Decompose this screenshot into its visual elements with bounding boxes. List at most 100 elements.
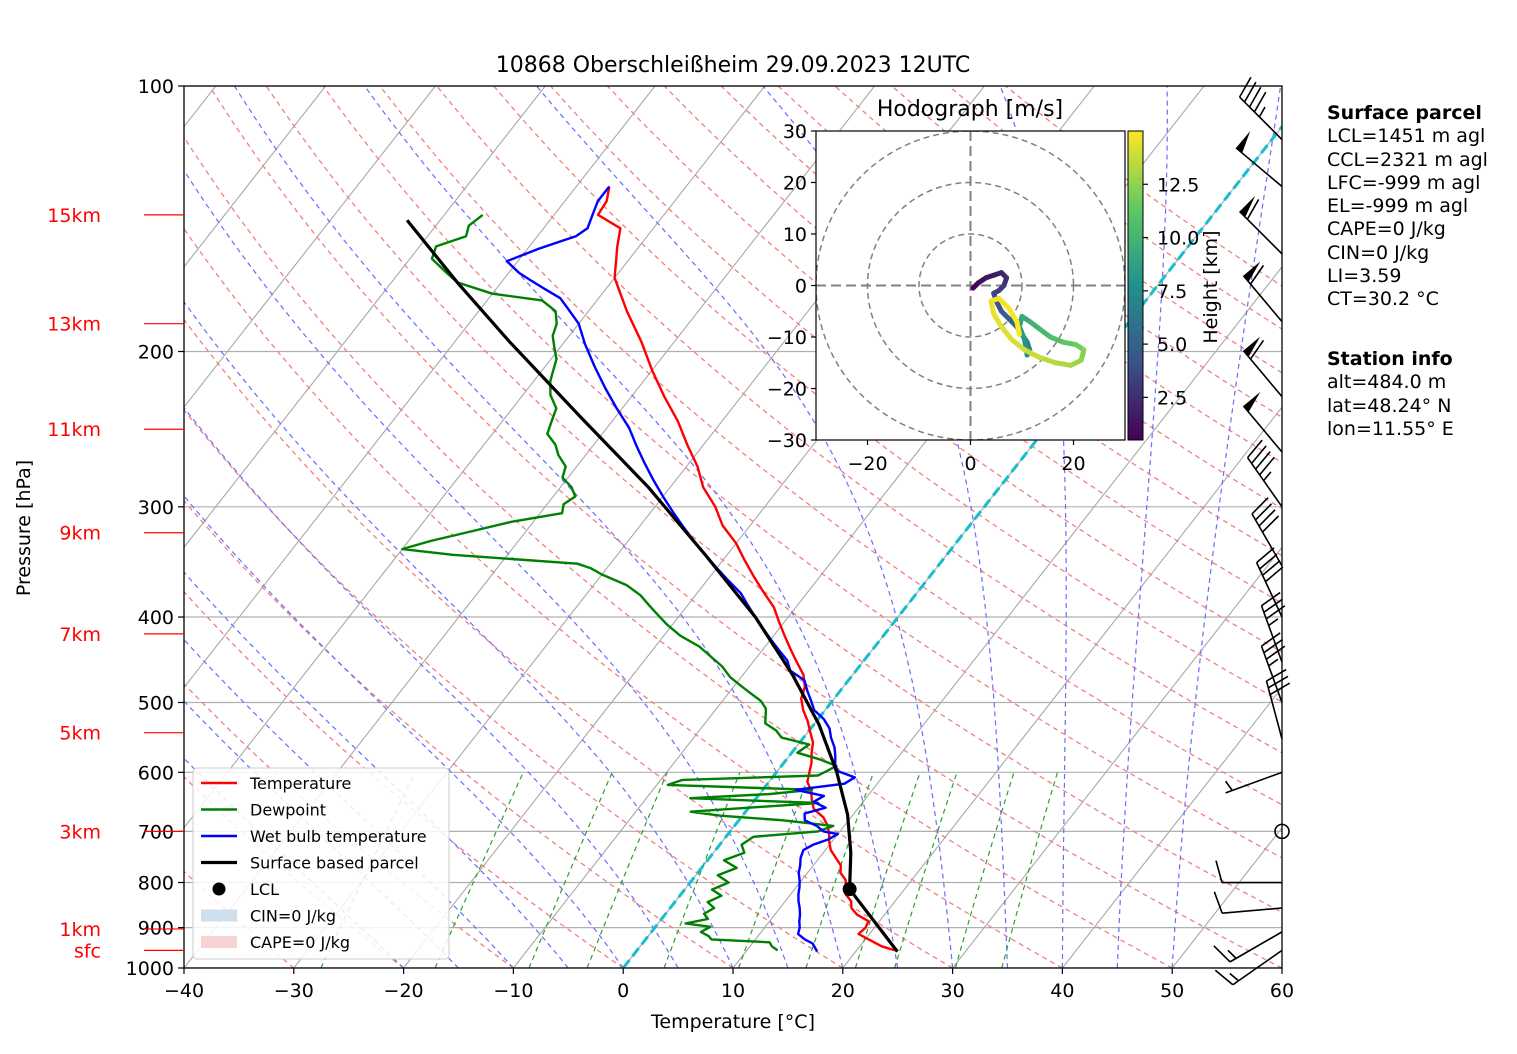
mixing-ratio-line	[528, 772, 613, 968]
isotherm	[952, 546, 1282, 968]
y-tick-label: 1000	[126, 958, 174, 980]
barb-flag	[1246, 439, 1263, 459]
moist-adiabat	[184, 301, 734, 968]
barb-staff	[1239, 210, 1283, 255]
y-tick-label: 100	[138, 76, 174, 98]
moist-adiabat	[184, 495, 624, 968]
mixing-ratio-line	[805, 772, 875, 968]
wind-barb	[1255, 547, 1284, 618]
height-label: sfc	[74, 940, 101, 962]
barb-half-flag	[1268, 618, 1279, 627]
x-tick-label: 60	[1270, 980, 1294, 1002]
series-line	[405, 219, 899, 953]
barb-flag	[1238, 76, 1252, 98]
barb-flag	[1249, 264, 1265, 285]
moist-adiabat	[184, 406, 679, 968]
barb-half-flag	[1229, 972, 1240, 982]
moist-adiabat	[233, 86, 844, 968]
barb-flag	[1263, 598, 1283, 613]
barb-staff	[1242, 350, 1283, 398]
barb-staff	[1235, 147, 1283, 188]
wind-barb	[1246, 439, 1283, 508]
lfc-value: LFC=-999 m agl	[1327, 171, 1481, 194]
height-label: 3km	[59, 821, 101, 843]
barb-pennant	[1243, 261, 1261, 282]
hodograph-y-tick-label: −20	[767, 379, 807, 401]
legend-label: Temperature	[249, 774, 351, 793]
wind-barb	[1239, 195, 1283, 255]
wind-barb	[1265, 668, 1291, 740]
ct-value: CT=30.2 °C	[1327, 288, 1439, 311]
moist-adiabat	[184, 169, 789, 968]
profile-lines	[401, 185, 899, 953]
station-info-heading: Station info	[1327, 348, 1453, 370]
height-label: 11km	[47, 419, 101, 441]
legend-label: Dewpoint	[250, 801, 326, 820]
barb-flag	[1213, 891, 1223, 914]
mixing-ratio-line	[663, 772, 741, 968]
moist-adiabat	[184, 571, 569, 968]
barb-staff	[1265, 680, 1283, 740]
legend-box	[192, 767, 450, 960]
surface-parcel-heading: Surface parcel	[1327, 102, 1482, 124]
isotherm	[1061, 686, 1282, 968]
dry-adiabat	[379, 86, 1282, 806]
barb-flag	[1265, 645, 1286, 660]
station-info-panel: Station info alt=484.0 m lat=48.24° N lo…	[1327, 348, 1454, 441]
barb-flag	[1266, 668, 1287, 682]
barb-flag	[1269, 682, 1291, 696]
x-axis-label: Temperature [°C]	[650, 1011, 815, 1033]
surface-parcel-panel: Surface parcel LCL=1451 m agl CCL=2321 m…	[1327, 102, 1488, 312]
barb-pennant	[1243, 391, 1261, 413]
dry-adiabat	[184, 227, 1063, 968]
series-line	[505, 185, 856, 953]
barb-pennant	[1243, 336, 1261, 357]
dry-adiabat	[184, 409, 844, 968]
legend-label: Wet bulb temperature	[250, 827, 427, 846]
barb-staff	[1246, 457, 1283, 508]
y-tick-label: 700	[138, 821, 174, 843]
x-tick-label: −20	[384, 980, 424, 1002]
barb-staff	[1229, 931, 1283, 963]
barb-staff	[1232, 949, 1283, 986]
hodograph: 30 20 10 0 −10 −20 −30 −20 0 20 2.5 5.0 7.5 10.0 12.5	[767, 121, 1199, 475]
hodograph-y-tick-label: 30	[783, 121, 807, 143]
y-tick-label: 600	[138, 762, 174, 784]
legend-label: CAPE=0 J/kg	[250, 933, 350, 952]
barb-half-flag	[1258, 106, 1266, 118]
x-tick-label: 50	[1160, 980, 1184, 1002]
barb-half-flag	[1263, 471, 1272, 482]
barb-pennant	[1239, 195, 1256, 218]
x-tick-label: −10	[493, 980, 533, 1002]
isotherm	[184, 86, 656, 689]
hodograph-segment	[1014, 319, 1022, 337]
x-tick-label: −30	[274, 980, 314, 1002]
hodograph-plot	[816, 131, 1125, 440]
barb-flag	[1267, 675, 1289, 689]
dry-adiabat	[436, 86, 1282, 754]
height-label: 1km	[59, 919, 101, 941]
legend-label: CIN=0 J/kg	[250, 907, 336, 926]
barb-flag	[1248, 86, 1262, 108]
barb-flag	[1250, 445, 1267, 464]
wind-barb	[1260, 591, 1286, 663]
chart-title: 10868 Oberschleißheim 29.09.2023 12UTC	[496, 53, 971, 78]
station-longitude: lon=11.55° E	[1327, 417, 1454, 440]
y-tick-label: 400	[138, 607, 174, 629]
legend-swatch	[201, 909, 237, 922]
barb-flag	[1258, 509, 1276, 527]
barb-flag	[1214, 969, 1234, 986]
y-axis-label: Pressure [hPa]	[13, 460, 35, 596]
colorbar-tick-label: 2.5	[1157, 387, 1187, 409]
hodograph-y-tick-label: 0	[795, 276, 807, 298]
hodograph-segment	[1009, 337, 1028, 353]
barb-flag	[1213, 945, 1231, 963]
isotherm	[184, 86, 546, 549]
hodograph-segment	[998, 324, 1015, 343]
barb-staff	[1225, 771, 1283, 794]
legend-label: Surface based parcel	[250, 854, 419, 873]
barb-flag	[1253, 91, 1267, 113]
hodograph-y-tick-label: 10	[783, 224, 807, 246]
barb-staff	[1260, 605, 1283, 663]
